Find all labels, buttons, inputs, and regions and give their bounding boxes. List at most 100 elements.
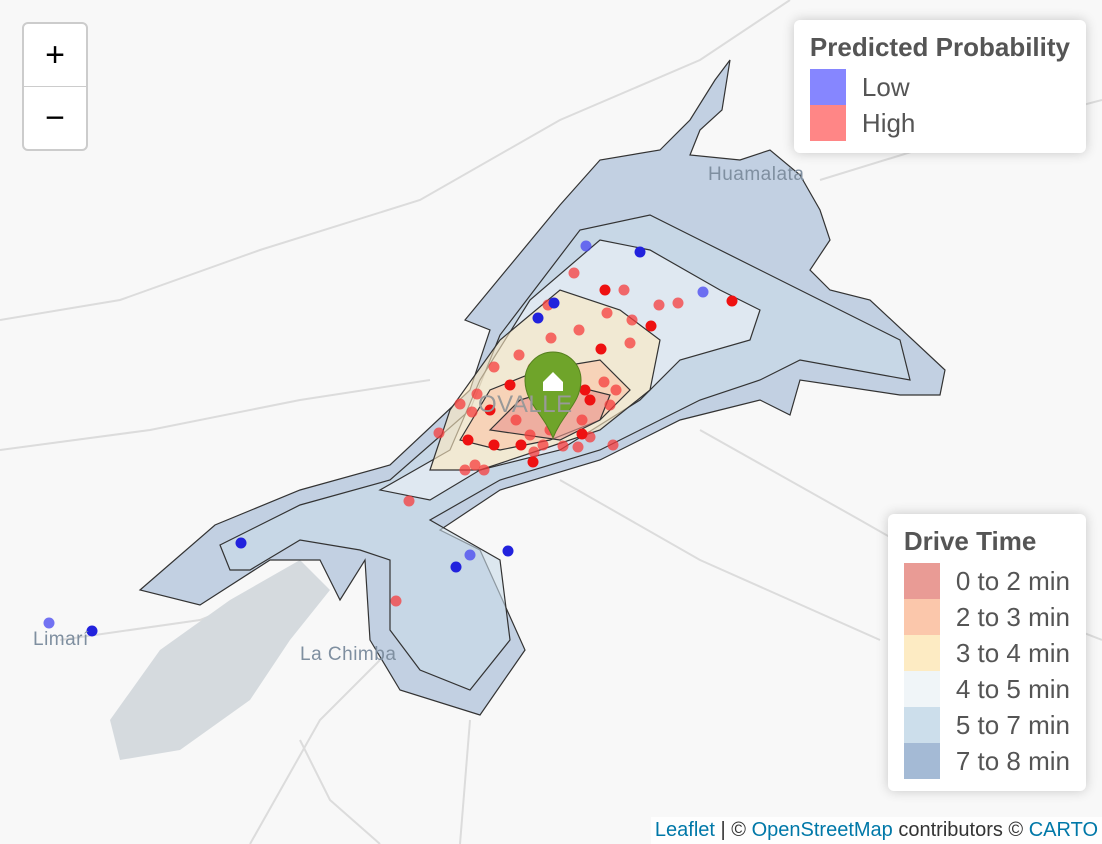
legend-swatch [903,635,940,671]
high-point [604,399,616,411]
legend-item: High [809,105,1070,141]
low-point [43,617,55,629]
legend-item: 3 to 4 min [903,635,1070,671]
zoom-in[interactable]: + [45,36,65,74]
attribution: Leaflet | © OpenStreetMap contributors ©… [650,817,1102,844]
legend-label: 4 to 5 min [955,673,1070,704]
high-point [524,429,536,441]
high-point [462,434,474,446]
high-point [459,464,471,476]
legend-label: 2 to 3 min [955,601,1070,632]
points [43,240,738,637]
high-point [433,427,445,439]
drive-time-legend: Drive Time 0 to 2 min 2 to 3 min 3 to 4 mi… [887,514,1086,791]
high-point [515,439,527,451]
low-point [548,297,560,309]
high-point [528,446,540,458]
high-point [488,439,500,451]
high-point [607,439,619,451]
legend-item: 4 to 5 min [903,671,1070,707]
high-point [595,343,607,355]
legend-label: 7 to 8 min [955,745,1070,776]
legend-item: 2 to 3 min [903,599,1070,635]
legend-item: 0 to 2 min [903,563,1070,599]
high-point [488,361,500,373]
legend-swatch [903,671,940,707]
low-point [450,561,462,573]
high-point [466,406,478,418]
legend-label: Low [861,71,910,102]
legend-swatch [809,105,846,141]
legend-label: 5 to 7 min [955,709,1070,740]
place-label: OVALLE [478,391,573,418]
high-point [573,324,585,336]
high-point [726,295,738,307]
low-point [235,537,247,549]
legend-label: 0 to 2 min [955,565,1070,596]
high-point [510,414,522,426]
low-point [634,246,646,258]
place-label: Huamalata [708,164,804,185]
high-point [390,595,402,607]
link[interactable]: Leaflet [654,819,715,841]
high-point [545,332,557,344]
legend-item: Low [809,69,1070,105]
legend-label: High [861,107,916,138]
zoom-control: + − [22,22,88,151]
low-point [464,549,476,561]
place-label: La Chimba [300,644,396,665]
home-marker [524,351,582,440]
legend-swatch [903,563,940,599]
low-point [502,545,514,557]
high-point [653,299,665,311]
high-point [579,384,591,396]
text: | © [720,819,747,841]
zoom-out[interactable]: − [24,86,86,149]
probability-legend: Predicted Probability Low High [793,20,1086,153]
high-point [484,404,496,416]
low-point [580,240,592,252]
high-point [626,314,638,326]
high-point [572,441,584,453]
legend-item: 7 to 8 min [903,743,1070,779]
high-point [672,297,684,309]
link[interactable]: OpenStreetMap [751,819,893,841]
low-point [86,625,98,637]
text: contributors © [898,819,1024,841]
high-point [598,376,610,388]
legend-swatch [809,69,846,105]
place-label: Limarí [33,629,89,650]
legend-label: 3 to 4 min [955,637,1070,668]
legend-swatch [903,599,940,635]
high-point [610,384,622,396]
legend-title: Predicted Probability [809,32,1070,62]
low-point [532,312,544,324]
low-point [697,286,709,298]
high-point [624,337,636,349]
legend-item: 5 to 7 min [903,707,1070,743]
high-point [471,388,483,400]
high-point [557,440,569,452]
high-point [537,439,549,451]
high-point [403,495,415,507]
link[interactable]: CARTO [1028,819,1098,841]
legend-swatch [903,707,940,743]
high-point [504,379,516,391]
high-point [527,456,539,468]
high-point [576,414,588,426]
high-point [469,459,481,471]
high-point [454,398,466,410]
high-point [513,349,525,361]
high-point [601,307,613,319]
high-point [584,394,596,406]
legend-title: Drive Time [903,526,1037,556]
high-point [645,320,657,332]
high-point [618,284,630,296]
high-point [599,284,611,296]
high-point [576,428,588,440]
legend-swatch [903,743,940,779]
lake [110,560,330,760]
high-point [478,464,490,476]
